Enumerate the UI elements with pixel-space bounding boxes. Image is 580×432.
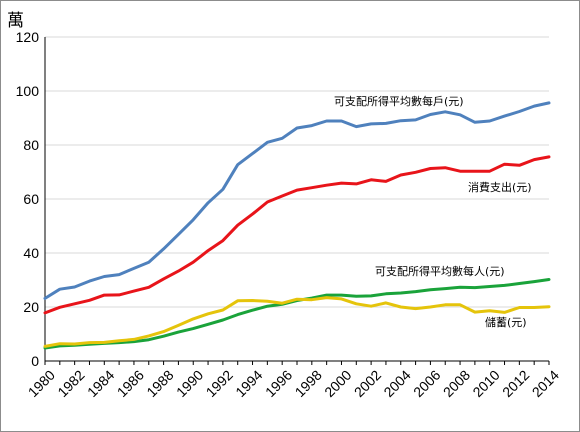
x-tick-labels: 1980198219841986198819901992199419961998… [25,367,562,400]
x-tick-label: 1980 [25,367,58,400]
x-tick-label: 2014 [529,367,562,400]
series-lines [43,101,551,350]
x-tick-label: 2004 [380,367,413,400]
x-tick-label: 2006 [410,367,443,400]
annotation-savings: 儲蓄(元) [485,316,527,329]
x-tick-label: 1998 [292,367,325,400]
x-tick-label: 1990 [173,367,206,400]
y-tick-label: 40 [23,245,39,261]
x-tick-label: 2002 [351,367,384,400]
axes [44,37,550,365]
x-tick-label: 1984 [84,367,117,400]
annotation-income-per-person: 可支配所得平均數每人(元) [375,264,505,278]
series-annotations: 可支配所得平均數每戶(元) 消費支出(元) 可支配所得平均數每人(元) 儲蓄(元) [334,94,532,329]
x-tick-label: 1992 [203,367,236,400]
y-tick-label: 60 [23,191,39,207]
y-tick-label: 20 [23,299,39,315]
y-tick-label: 80 [23,137,39,153]
x-tick-label: 1982 [54,367,87,400]
y-tick-label: 120 [16,29,40,45]
y-tick-labels: 0 20 40 60 80 100 120 [16,29,40,369]
x-tick-label: 2000 [321,367,354,400]
x-tick-label: 1996 [262,367,295,400]
annotation-income-per-household: 可支配所得平均數每戶(元) [334,94,464,108]
x-tick-label: 2010 [469,367,502,400]
y-tick-label: 100 [16,83,40,99]
x-tick-label: 2012 [499,367,532,400]
series-line-income-per-person [43,278,551,350]
unit-label: 萬 [7,11,24,31]
series-line-savings [43,296,551,348]
x-tick-label: 1988 [143,367,176,400]
series-line-income-per-household [43,101,551,300]
x-tick-label: 1986 [114,367,147,400]
x-tick-label: 2008 [440,367,473,400]
y-tick-label: 0 [31,353,39,369]
annotation-consumption: 消費支出(元) [468,180,532,194]
series-line-consumption [43,155,551,315]
x-tick-label: 1994 [232,367,265,400]
